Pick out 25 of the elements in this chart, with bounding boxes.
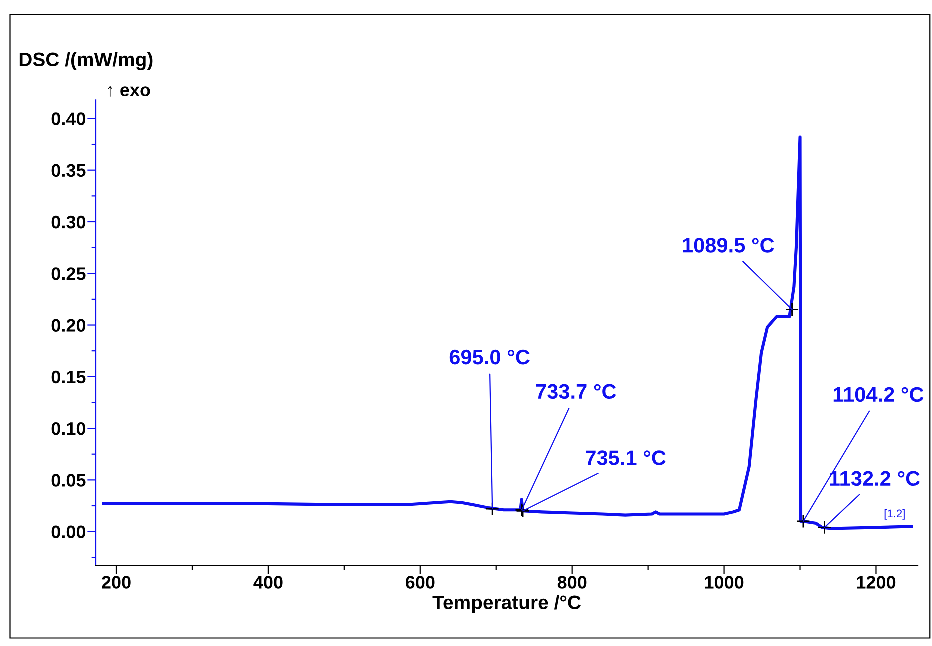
annotation: [1.2] <box>884 509 905 520</box>
text: ↑ exo <box>108 86 150 97</box>
x-tick-label: 1200 <box>857 576 896 589</box>
x-tick-label: 400 <box>254 576 283 589</box>
x-tick-label: 1000 <box>705 576 744 589</box>
x-axis-title: Temperature /°C <box>432 595 581 614</box>
y-tick-label: 0.00 <box>52 526 86 539</box>
y-axis-title: DSC /(mW/mg) <box>20 52 153 70</box>
y-tick-label: 0.05 <box>52 474 86 487</box>
y-tick-label: 0.30 <box>52 216 86 229</box>
y-tick-label: 0.15 <box>52 370 86 384</box>
annotation: 1089.5 °C <box>683 238 774 253</box>
annotation: 735.1 °C <box>586 450 666 466</box>
y-tick-label: 0.25 <box>52 268 86 280</box>
y-tick-label: 0.35 <box>52 164 86 178</box>
annotation: 733.7 °C <box>536 384 616 400</box>
y-tick-label: 0.10 <box>52 422 86 436</box>
annotation: 1104.2 °C <box>834 387 924 402</box>
x-tick-label: 600 <box>406 576 435 589</box>
x-tick-label: 200 <box>102 576 131 589</box>
y-tick-label: 0.40 <box>52 112 86 126</box>
annotation: 695.0 °C <box>450 350 530 365</box>
y-tick-label: 0.20 <box>52 319 86 332</box>
annotation: 1132.2 °C <box>830 471 920 486</box>
x-tick-label: 800 <box>558 576 587 589</box>
